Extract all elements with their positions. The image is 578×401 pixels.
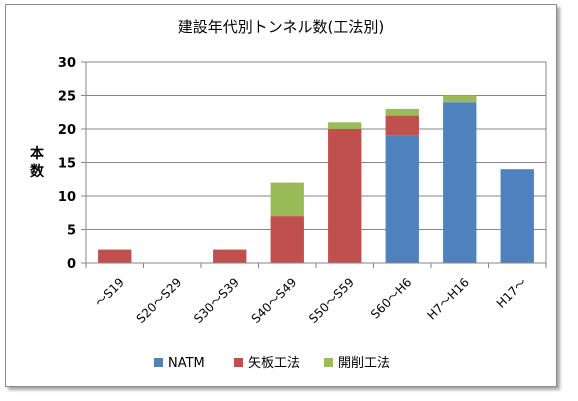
chart-title: 建設年代別トンネル数(工法別) xyxy=(178,18,384,36)
bar-segment xyxy=(443,102,477,263)
y-tick-label: 15 xyxy=(58,157,76,172)
y-tick-label: 20 xyxy=(58,123,76,138)
x-tick-label: S20～S29 xyxy=(134,275,185,326)
x-tick-label: S50～S59 xyxy=(306,275,357,326)
bar-segment xyxy=(443,95,477,103)
legend: NATM 矢板工法 開削工法 xyxy=(154,356,390,371)
legend-label: 矢板工法 xyxy=(248,356,300,371)
x-tick-labels: ～S19 S20～S29 S30～S39 S40～S49 S50～S59 S60～H6 H7… xyxy=(92,275,529,326)
bar-segment xyxy=(385,135,419,263)
legend-label: NATM xyxy=(168,356,205,371)
y-axis-label: 本数 xyxy=(30,145,45,180)
legend-swatch xyxy=(324,358,333,367)
bar-segment xyxy=(500,169,534,263)
bar-segment xyxy=(98,249,132,263)
stacked-bar-chart: 建設年代別トンネル数(工法別) 本数 0 5 10 15 20 25 30 ～S19 S20～… xyxy=(30,18,547,371)
chart-frame: 建設年代別トンネル数(工法別) 本数 0 5 10 15 20 25 30 ～S19 S20～… xyxy=(5,4,557,387)
bar-segment xyxy=(328,129,362,263)
bar-segment xyxy=(270,216,304,263)
y-tick-labels: 0 5 10 15 20 25 30 xyxy=(58,56,76,272)
gridlines xyxy=(86,61,546,264)
bar-segment xyxy=(385,108,419,116)
x-tick-label: ～S19 xyxy=(92,275,127,310)
y-tick-label: 0 xyxy=(67,257,76,272)
y-tick-label: 10 xyxy=(58,190,76,205)
y-axis-label-char: 数 xyxy=(30,163,45,180)
axes xyxy=(81,61,547,268)
bars xyxy=(98,95,534,263)
legend-swatch xyxy=(234,358,243,367)
bar-segment xyxy=(328,122,362,129)
legend-label: 開削工法 xyxy=(338,356,390,371)
bar-segment xyxy=(270,182,304,217)
x-tick-label: H7～H16 xyxy=(425,275,472,322)
y-tick-label: 5 xyxy=(67,224,76,239)
x-tick-label: S30～S39 xyxy=(191,275,242,326)
x-tick-label: S60～H6 xyxy=(368,275,414,321)
bar-segment xyxy=(385,115,419,136)
y-axis-label-char: 本 xyxy=(30,145,45,162)
y-tick-label: 30 xyxy=(58,56,76,71)
x-tick-label: H17～ xyxy=(494,275,530,311)
x-tick-label: S40～S49 xyxy=(249,275,300,326)
legend-swatch xyxy=(154,358,163,367)
y-tick-label: 25 xyxy=(58,90,76,105)
bar-segment xyxy=(213,249,247,263)
